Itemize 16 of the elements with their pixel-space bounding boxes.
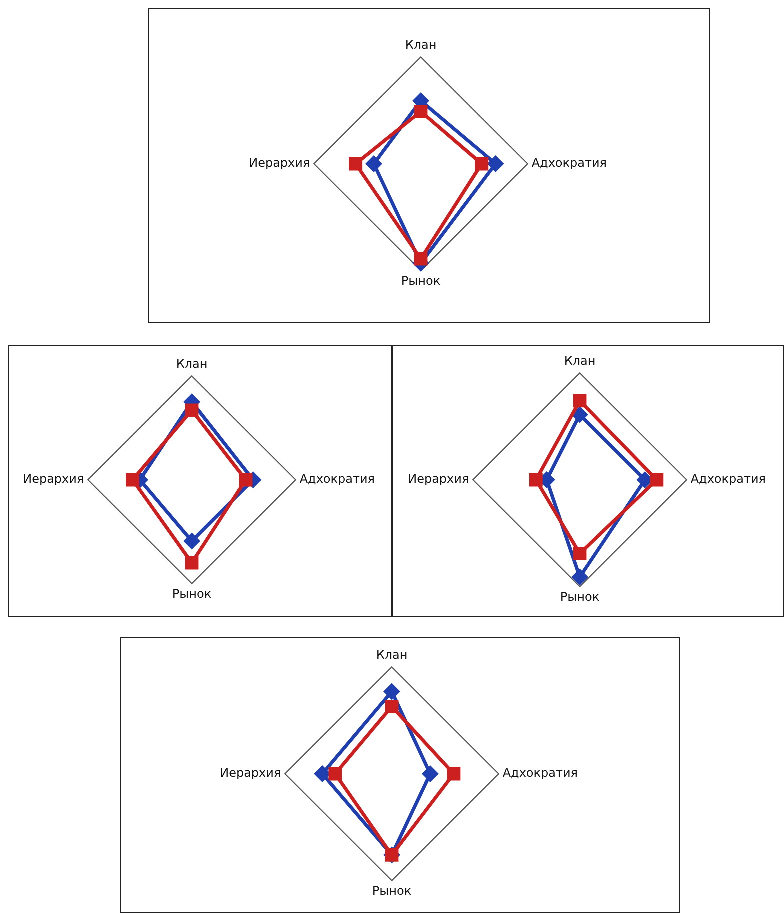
spoke-label: Адхократия [300,472,376,486]
spoke-label: Рынок [401,274,441,288]
spoke-label: Иерархия [249,156,310,170]
spoke-label: Иерархия [220,766,282,780]
spoke-label: Адхократия [690,472,766,486]
spoke-label: Адхократия [502,766,578,780]
spoke-label: Клан [564,354,596,368]
spoke-label: Рынок [560,590,600,604]
spoke-label: Рынок [172,587,212,602]
spoke-label: Рынок [372,884,412,898]
spoke-label: Клан [176,357,208,372]
spoke-label: Иерархия [408,472,470,486]
spoke-label: Иерархия [23,472,84,486]
spoke-label: Адхократия [532,156,608,170]
spoke-label: Клан [376,648,408,662]
spoke-label: Клан [405,38,437,52]
